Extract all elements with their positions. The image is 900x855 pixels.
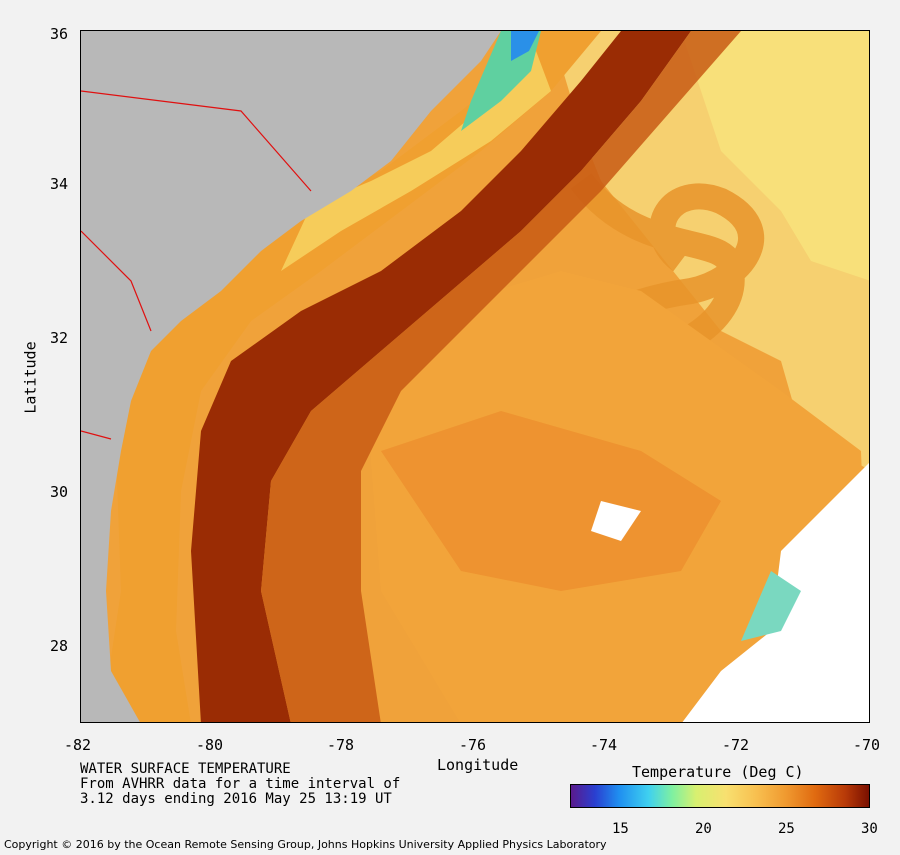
- y-tick-label: 30: [50, 483, 69, 501]
- y-tick-label: 34: [50, 175, 69, 193]
- sound-inner: [511, 31, 539, 61]
- caption-source: From AVHRR data for a time interval of: [80, 776, 401, 792]
- state-border: [81, 90, 312, 440]
- x-tick-label: -76: [459, 736, 487, 754]
- sst-map: [80, 30, 870, 723]
- temperature-colorbar: [570, 784, 870, 808]
- y-tick-label: 28: [50, 637, 69, 655]
- x-tick-label: -74: [590, 736, 618, 754]
- land: [81, 31, 501, 722]
- caption-block: WATER SURFACE TEMPERATURE From AVHRR dat…: [80, 762, 400, 807]
- colorbar-title: Temperature (Deg C): [632, 763, 804, 781]
- sst-map-image: [81, 31, 869, 722]
- x-tick-label: -70: [853, 736, 881, 754]
- cloud-fringe: [741, 571, 801, 641]
- x-tick-label: -78: [327, 736, 355, 754]
- colorbar-tick-label: 20: [695, 821, 712, 837]
- gulf-stream-core: [191, 31, 691, 722]
- colorbar-tick-label: 30: [861, 821, 878, 837]
- yellow-water-region: [681, 31, 869, 281]
- x-tick-label: -72: [722, 736, 750, 754]
- y-tick-label: 32: [50, 329, 69, 347]
- y-axis-title: Latitude: [21, 341, 40, 414]
- cloud-patch: [682, 463, 869, 722]
- copyright-notice: Copyright © 2016 by the Ocean Remote Sen…: [4, 838, 607, 851]
- pamlico-sound: [461, 31, 541, 131]
- y-tick-label: 36: [50, 25, 69, 43]
- colorbar-tick-label: 15: [612, 821, 629, 837]
- caption-interval: 3.12 days ending 2016 May 25 13:19 UT: [80, 791, 392, 807]
- gulf-stream-edge: [261, 31, 741, 722]
- cloud-patch-small: [591, 501, 641, 541]
- shelf-water: [101, 31, 601, 722]
- colorbar-tick-label: 25: [778, 821, 795, 837]
- x-tick-label: -82: [64, 736, 92, 754]
- caption-title: WATER SURFACE TEMPERATURE: [80, 761, 291, 777]
- x-axis-title: Longitude: [437, 756, 519, 774]
- orange-water-band: [381, 411, 721, 591]
- x-tick-label: -80: [196, 736, 224, 754]
